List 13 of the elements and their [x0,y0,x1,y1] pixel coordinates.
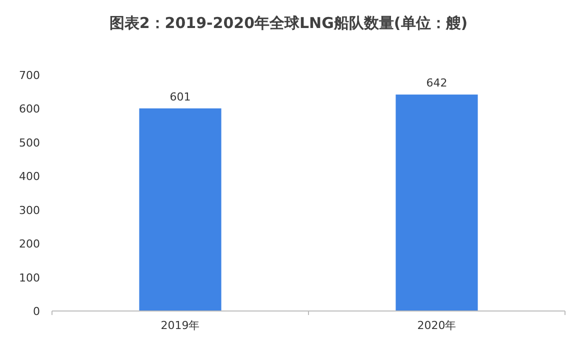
y-tick-label: 300 [19,204,40,217]
y-tick-label: 200 [19,238,40,251]
chart-title: 图表2：2019-2020年全球LNG船队数量(单位：艘) [109,14,468,32]
y-tick-label: 400 [19,170,40,184]
x-tick-label: 2020年 [417,319,456,332]
data-label: 642 [426,76,448,90]
y-tick-label: 100 [19,271,40,284]
data-label: 601 [170,90,191,104]
y-tick-label: 700 [19,69,40,82]
y-tick-label: 600 [19,102,40,116]
x-tick-label: 2019年 [160,319,200,332]
y-tick-label: 0 [33,305,40,318]
y-tick-label: 500 [19,136,40,150]
